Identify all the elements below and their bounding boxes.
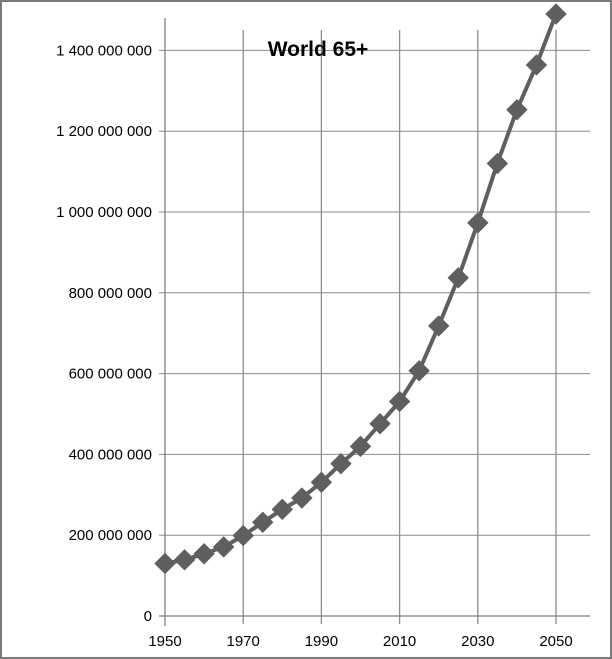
- data-point-marker: [232, 524, 254, 547]
- tick-labels: 0 200 000 000 400 000 000 600 000 000 800 00…: [56, 42, 573, 650]
- data-point-marker: [330, 452, 352, 475]
- x-tick-label: 1970: [227, 633, 260, 650]
- y-tick-label: 1 000 000 000: [56, 204, 152, 221]
- y-tick-label: 400 000 000: [69, 446, 152, 463]
- chart-title: World 65+: [268, 38, 369, 61]
- data-point-marker: [310, 471, 333, 493]
- data-point-marker: [525, 54, 548, 76]
- data-point-marker: [349, 435, 372, 458]
- x-tick-label: 2030: [461, 633, 494, 650]
- x-tick-label: 2010: [383, 633, 416, 650]
- x-tick-label: 1950: [148, 633, 181, 650]
- data-point-marker: [252, 511, 274, 533]
- series-population-65-plus: [154, 3, 567, 575]
- data-point-marker: [173, 549, 196, 571]
- data-point-marker: [212, 536, 235, 558]
- data-point-marker: [486, 152, 509, 175]
- data-point-marker: [193, 543, 215, 565]
- y-tick-label: 800 000 000: [69, 285, 152, 302]
- data-point-marker: [427, 315, 450, 337]
- data-point-marker: [467, 212, 489, 234]
- y-tick-label: 1 200 000 000: [56, 123, 152, 140]
- y-tick-label: 600 000 000: [69, 366, 152, 383]
- y-tick-label: 1 400 000 000: [56, 42, 152, 59]
- axes: [159, 18, 590, 626]
- data-point-marker: [408, 360, 430, 382]
- data-point-marker: [271, 498, 294, 521]
- data-point-marker: [506, 99, 528, 121]
- data-point-marker: [545, 3, 567, 25]
- data-point-marker: [154, 552, 176, 575]
- x-tick-label: 2050: [539, 633, 572, 650]
- y-tick-label: 0: [144, 608, 152, 625]
- y-tick-label: 200 000 000: [69, 527, 152, 544]
- data-point-marker: [291, 487, 313, 509]
- data-point-marker: [369, 412, 391, 435]
- data-point-marker: [388, 390, 411, 413]
- data-point-marker: [447, 267, 469, 289]
- x-tick-label: 1990: [305, 633, 338, 650]
